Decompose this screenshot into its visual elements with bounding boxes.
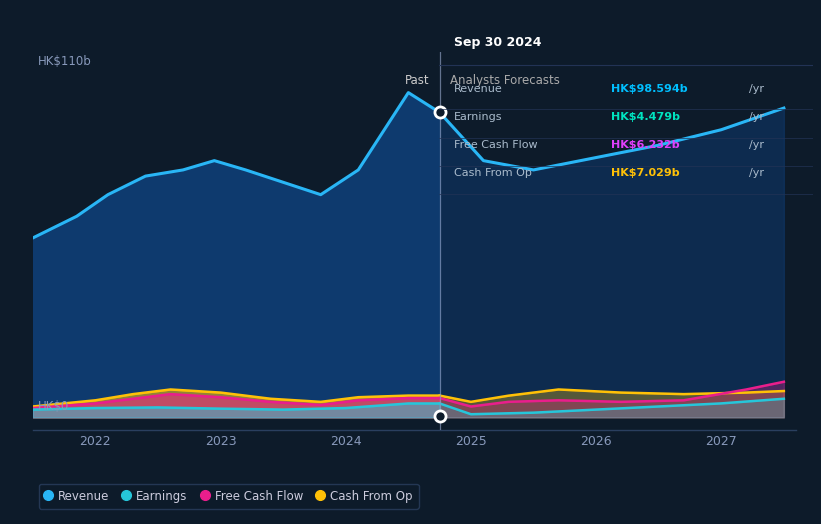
Text: Sep 30 2024: Sep 30 2024 <box>454 36 542 49</box>
Text: HK$4.479b: HK$4.479b <box>611 112 680 122</box>
Text: Cash From Op: Cash From Op <box>454 168 532 179</box>
Text: /yr: /yr <box>750 140 764 150</box>
Text: HK$6.232b: HK$6.232b <box>611 140 680 150</box>
Text: HK$110b: HK$110b <box>38 55 92 68</box>
Text: Revenue: Revenue <box>454 84 503 94</box>
Text: Free Cash Flow: Free Cash Flow <box>454 140 538 150</box>
Text: Past: Past <box>405 74 429 87</box>
Text: /yr: /yr <box>750 112 764 122</box>
Text: Analysts Forecasts: Analysts Forecasts <box>450 74 560 87</box>
Text: HK$7.029b: HK$7.029b <box>611 168 680 179</box>
Legend: Revenue, Earnings, Free Cash Flow, Cash From Op: Revenue, Earnings, Free Cash Flow, Cash … <box>39 484 419 509</box>
Text: /yr: /yr <box>750 84 764 94</box>
Text: Earnings: Earnings <box>454 112 502 122</box>
Text: /yr: /yr <box>750 168 764 179</box>
Text: HK$0: HK$0 <box>38 400 69 413</box>
Text: HK$98.594b: HK$98.594b <box>611 84 688 94</box>
